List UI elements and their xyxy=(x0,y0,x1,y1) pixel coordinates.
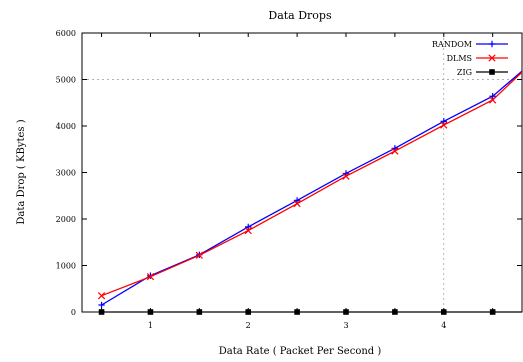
data-point xyxy=(342,172,350,180)
y-axis-label: Data Drop ( KBytes ) xyxy=(16,119,27,224)
data-point xyxy=(293,200,301,208)
data-point xyxy=(440,309,447,315)
series-random xyxy=(98,70,523,309)
data-point xyxy=(245,309,252,315)
data-point xyxy=(147,309,154,315)
chart-title: Data Drops xyxy=(268,9,332,22)
data-point xyxy=(488,54,496,62)
legend-label: ZIG xyxy=(457,68,472,77)
x-axis-label: Data Rate ( Packet Per Second ) xyxy=(219,346,382,357)
series-zig xyxy=(98,309,522,315)
legend: RANDOM DLMS ZIG xyxy=(432,40,508,77)
legend-item: RANDOM xyxy=(432,40,508,49)
data-point xyxy=(392,309,398,315)
legend-label: DLMS xyxy=(447,54,472,63)
data-point xyxy=(146,273,155,281)
data-point xyxy=(98,309,105,315)
y-tick-label: 3000 xyxy=(56,169,76,178)
x-axis-ticks: 1 2 3 4 xyxy=(101,33,494,330)
legend-item: DLMS xyxy=(447,54,508,63)
x-tick-label: 2 xyxy=(246,321,251,330)
data-point xyxy=(293,197,301,204)
data-point xyxy=(440,118,447,125)
data-point xyxy=(244,227,252,235)
y-tick-label: 6000 xyxy=(56,29,76,38)
y-tick-label: 0 xyxy=(71,308,76,317)
x-tick-label: 3 xyxy=(343,321,348,330)
data-point xyxy=(440,121,448,129)
grid xyxy=(82,33,522,312)
data-point xyxy=(489,93,496,100)
x-tick-label: 1 xyxy=(148,321,153,330)
y-axis-ticks: 0 1000 2000 3000 4000 5000 6000 xyxy=(56,29,522,317)
data-point xyxy=(343,309,349,315)
y-tick-label: 4000 xyxy=(56,122,76,131)
series-dlms xyxy=(97,71,523,300)
data-point xyxy=(97,292,106,300)
data-point xyxy=(488,40,496,48)
legend-label: RANDOM xyxy=(432,40,472,49)
series-line xyxy=(101,70,523,306)
data-point xyxy=(294,309,300,315)
data-point xyxy=(489,96,497,104)
y-tick-label: 1000 xyxy=(56,262,76,271)
data-point xyxy=(98,301,105,309)
data-point xyxy=(391,147,399,155)
data-point xyxy=(489,69,495,75)
y-tick-label: 5000 xyxy=(56,76,76,85)
series-group xyxy=(97,70,523,315)
series-line xyxy=(101,71,523,297)
data-point xyxy=(195,251,203,259)
data-point xyxy=(196,309,203,315)
legend-item: ZIG xyxy=(457,68,508,77)
y-tick-label: 2000 xyxy=(56,215,76,224)
x-tick-label: 4 xyxy=(441,321,446,330)
data-point xyxy=(245,223,252,231)
data-point xyxy=(489,309,496,315)
